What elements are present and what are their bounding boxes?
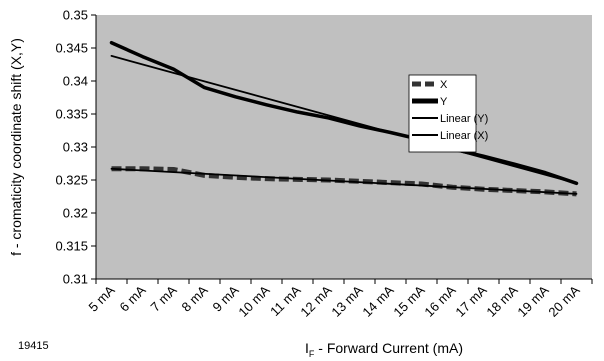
- x-axis-title-rest: - Forward Current (mA): [314, 340, 463, 356]
- x-tick-label: 14 mA: [359, 282, 396, 319]
- figure-id: 19415: [18, 340, 49, 352]
- series-line-linear-y: [110, 55, 578, 185]
- legend-label-linear-x: Linear (X): [440, 130, 488, 142]
- y-axis-title: f - cromaticity coordinate shift (X,Y): [8, 38, 24, 256]
- x-tick-label: 11 mA: [267, 282, 304, 319]
- y-axis: 0.31 0.315 0.32 0.325 0.33 0.335 0.34 0.345 0.35: [55, 8, 97, 287]
- legend-box: [408, 74, 477, 153]
- x-axis-title: IF - Forward Current (mA): [305, 340, 463, 359]
- x-tick-label: 10 mA: [235, 282, 272, 319]
- legend-label-y: Y: [440, 96, 448, 108]
- series-layer: [109, 40, 579, 197]
- y-tick-label: 0.35: [63, 8, 88, 23]
- y-tick-label: 0.33: [63, 140, 88, 155]
- x-tick-label: 13 mA: [328, 282, 365, 319]
- series-line-y: [109, 40, 579, 186]
- y-tick-label: 0.34: [63, 74, 88, 89]
- x-axis-title-main: I: [305, 340, 309, 356]
- x-axis-title-subscript: F: [309, 349, 315, 359]
- y-tick-label: 0.315: [55, 239, 88, 254]
- y-tick-label: 0.31: [63, 272, 88, 287]
- y-tick-label: 0.32: [63, 206, 88, 221]
- y-tick-label: 0.335: [55, 107, 88, 122]
- x-tick-label: 19 mA: [514, 282, 551, 319]
- legend: X Y Linear (Y) Linear (X): [408, 74, 488, 153]
- x-tick-label: 5 mA: [86, 282, 118, 314]
- x-tick-label: 16 mA: [421, 282, 458, 319]
- plot-area: [96, 15, 592, 279]
- x-tick-label: 12 mA: [297, 282, 334, 319]
- y-tick-label: 0.345: [55, 41, 88, 56]
- series-line-linear-x: [110, 167, 578, 195]
- x-tick-label: 17 mA: [452, 282, 489, 319]
- y-tick-label: 0.325: [55, 173, 88, 188]
- legend-label-x: X: [440, 79, 448, 91]
- x-tick-label: 6 mA: [117, 282, 149, 314]
- x-tick-label: 7 mA: [148, 282, 180, 314]
- x-tick-label: 8 mA: [179, 282, 211, 314]
- x-tick-label: 15 mA: [390, 282, 427, 319]
- legend-label-linear-y: Linear (Y): [440, 113, 488, 125]
- x-tick-label: 20 mA: [545, 282, 582, 319]
- x-tick-label: 18 mA: [483, 282, 520, 319]
